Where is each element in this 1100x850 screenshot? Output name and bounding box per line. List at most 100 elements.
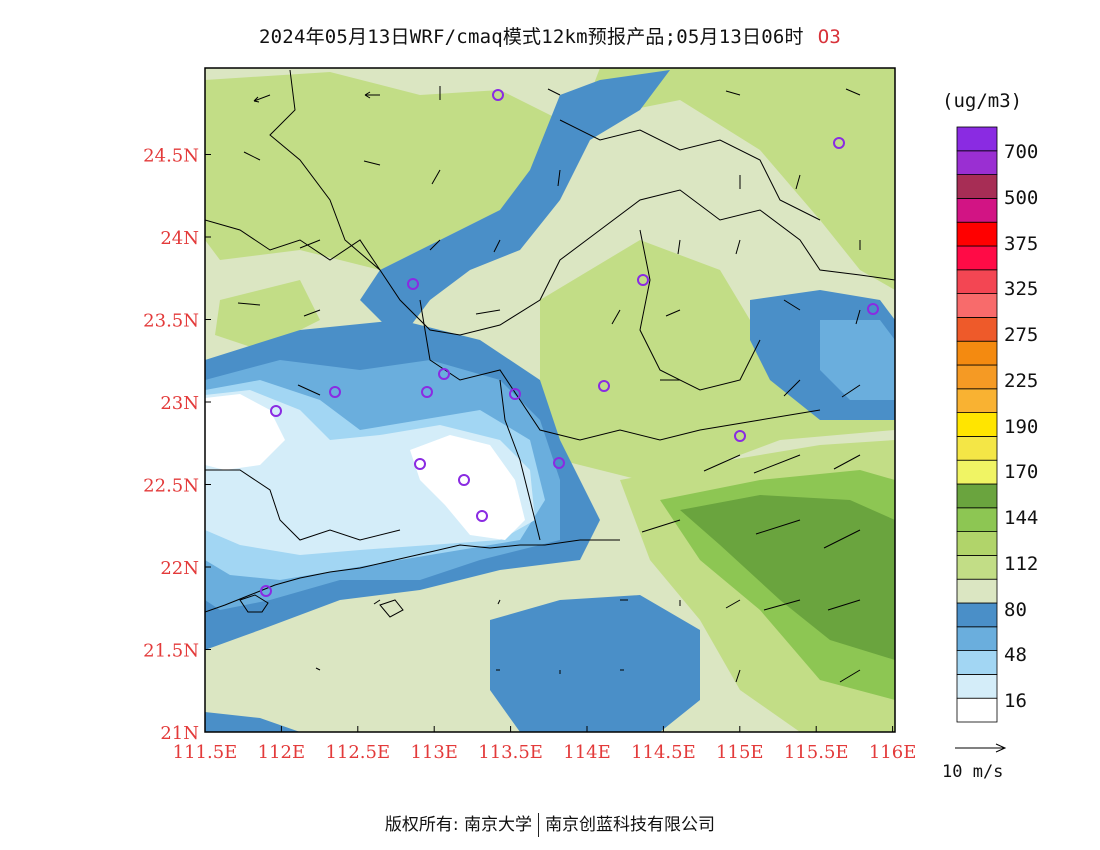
- legend-swatch: [956, 555, 998, 580]
- county-boundary-2: [419, 299, 821, 441]
- axis-ticks: [204, 154, 894, 733]
- region-96-sw-strip: [205, 712, 300, 732]
- region-96-sea-patch: [490, 595, 700, 732]
- island-1: [239, 594, 269, 613]
- legend-swatch: [956, 269, 998, 294]
- lon-label: 115E: [716, 742, 764, 763]
- lon-label: 113E: [410, 742, 458, 763]
- lon-label: 114E: [563, 742, 611, 763]
- lat-label: 22N: [160, 558, 199, 579]
- legend-swatch: [956, 674, 998, 699]
- county-boundary-4: [639, 229, 761, 391]
- region-16-west: [205, 394, 285, 470]
- legend-swatch: [956, 626, 998, 651]
- station-marker: [329, 386, 341, 398]
- region-80-east: [820, 320, 895, 400]
- axis-labels: 111.5E 112E 112.5E 113E 113.5E 114E 114.5E 115E…: [143, 146, 916, 764]
- wind-vectors: [237, 86, 861, 683]
- legend-value: 48: [1004, 644, 1027, 667]
- legend-swatch: [956, 650, 998, 675]
- plot-frame: [204, 67, 896, 733]
- legend-swatch: [956, 340, 998, 366]
- legend-value: 375: [1004, 232, 1039, 255]
- legend-value: 112: [1004, 552, 1039, 575]
- legend-value: 325: [1004, 278, 1039, 301]
- wind-reference-label: 10 m/s: [942, 762, 1004, 782]
- legend-value: 225: [1004, 369, 1039, 392]
- legend-value: 190: [1004, 415, 1039, 438]
- station-marker: [734, 430, 746, 442]
- lat-label: 23N: [160, 393, 199, 414]
- monitoring-stations: [260, 89, 879, 597]
- station-marker: [476, 510, 488, 522]
- footer-separator: [538, 813, 540, 837]
- county-boundary-5: [205, 469, 401, 541]
- station-marker: [637, 274, 649, 286]
- legend-value: 170: [1004, 461, 1039, 484]
- legend-swatch: [956, 364, 998, 390]
- legend-value: 275: [1004, 324, 1039, 346]
- lon-label: 111.5E: [173, 742, 238, 763]
- legend-swatch: [956, 459, 998, 485]
- legend-value: 80: [1004, 598, 1027, 621]
- station-marker: [438, 368, 450, 380]
- island-2: [379, 599, 404, 618]
- lon-label: 112.5E: [325, 742, 390, 763]
- legend-swatch: [956, 602, 998, 628]
- station-marker: [833, 137, 845, 149]
- region-160-south-east: [680, 495, 895, 660]
- legend-value: 500: [1004, 186, 1039, 209]
- region-16-center: [410, 435, 525, 540]
- lat-label: 24.5N: [143, 146, 199, 167]
- wind-reference-arrow: [955, 743, 1007, 753]
- station-marker: [492, 89, 504, 101]
- county-boundary-1: [205, 219, 381, 271]
- legend-swatch: [956, 507, 998, 532]
- legend-swatch: [956, 221, 998, 247]
- station-marker: [509, 388, 521, 400]
- legend-unit: (ug/m3): [942, 90, 1023, 112]
- title-text: 2024年05月13日WRF/cmaq模式12km预报产品;05月13日06时: [259, 26, 804, 48]
- legend-value: 700: [1004, 141, 1039, 163]
- lon-label: 112E: [258, 742, 306, 763]
- legend-swatch: [956, 412, 998, 437]
- station-marker: [458, 474, 470, 486]
- legend-swatch: [956, 174, 998, 199]
- station-marker: [598, 380, 610, 392]
- legend-swatch: [956, 388, 998, 413]
- lon-label: 116E: [869, 742, 917, 763]
- legend-swatch: [956, 316, 998, 342]
- county-boundary-3: [559, 119, 821, 221]
- station-marker: [270, 405, 282, 417]
- chart-title: 2024年05月13日WRF/cmaq模式12km预报产品;05月13日06时 O…: [0, 22, 1100, 49]
- lat-label: 22.5N: [143, 476, 199, 497]
- copyright-footer: 版权所有: 南京大学 南京创蓝科技有限公司: [0, 810, 1100, 837]
- legend-swatch: [956, 531, 998, 556]
- concentration-field: [205, 68, 895, 732]
- station-marker: [414, 458, 426, 470]
- lat-label: 21N: [160, 723, 199, 744]
- legend-swatch: [956, 126, 998, 152]
- legend-colorbar: [956, 126, 998, 723]
- legend-swatch: [956, 578, 998, 604]
- lon-label: 114.5E: [631, 742, 696, 763]
- footer-company: 南京创蓝科技有限公司: [545, 815, 716, 835]
- lat-label: 21.5N: [143, 641, 199, 662]
- region-112-central: [540, 240, 895, 480]
- region-112-north-east: [580, 68, 895, 290]
- legend-swatch: [956, 293, 998, 318]
- coastline-and-boundaries: [205, 69, 895, 618]
- legend-swatch: [956, 197, 998, 223]
- region-96-river-band: [360, 70, 670, 340]
- station-marker: [407, 278, 419, 290]
- lat-label: 24N: [160, 228, 199, 249]
- legend-swatch: [956, 435, 998, 461]
- station-marker: [867, 303, 879, 315]
- lon-label: 113.5E: [478, 742, 543, 763]
- station-marker: [260, 585, 272, 597]
- legend-value: 144: [1004, 507, 1039, 529]
- legend-swatch: [956, 245, 998, 271]
- legend-swatch: [956, 697, 998, 723]
- county-boundary-6: [499, 379, 541, 541]
